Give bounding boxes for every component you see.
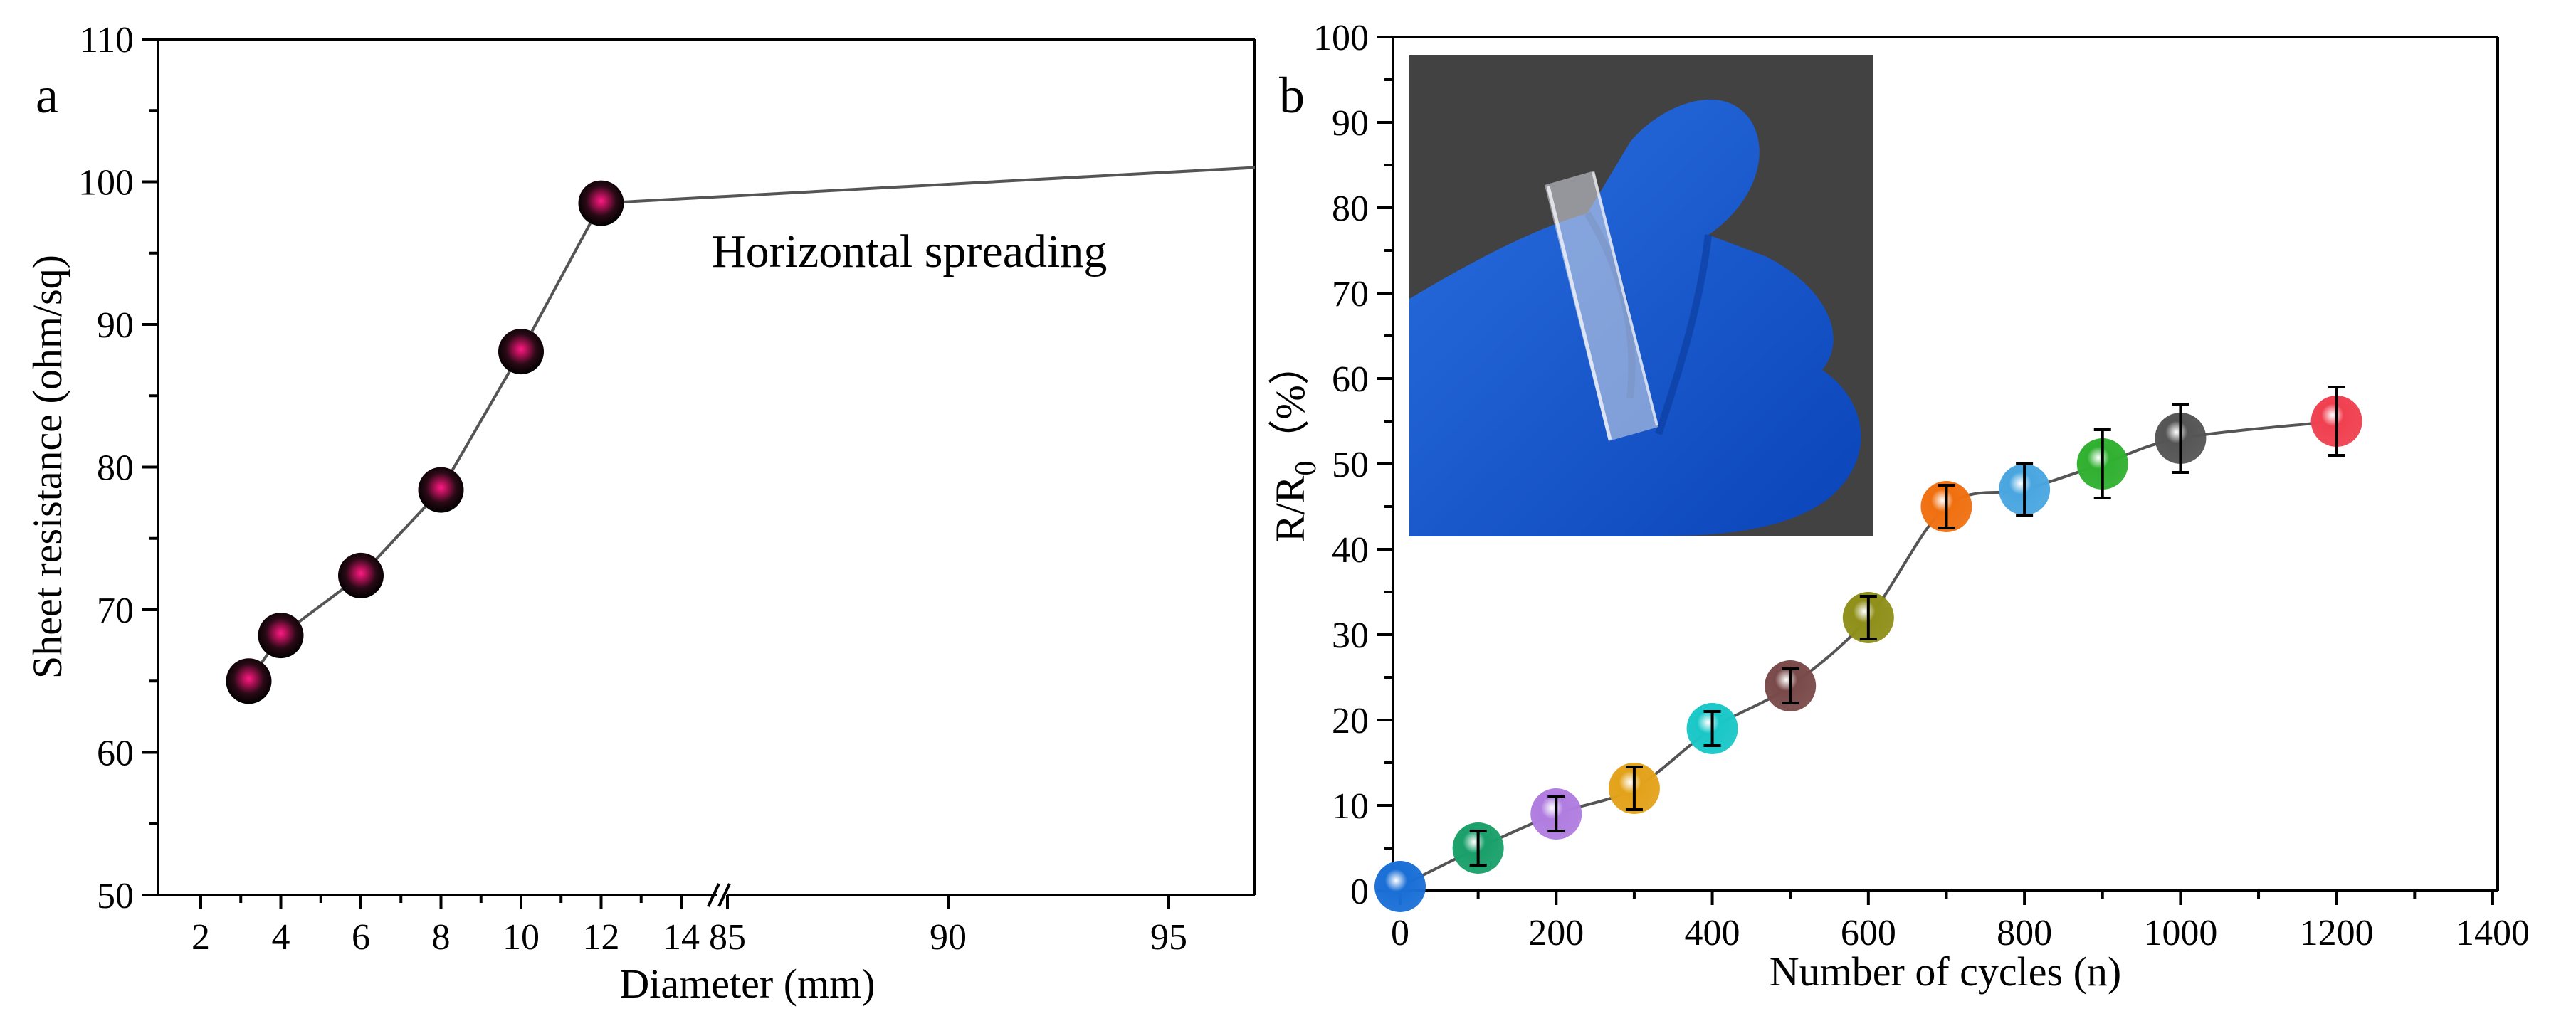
panel-b-y-label-main: R/R <box>1267 475 1313 542</box>
x-tick-label: 95 <box>1150 917 1187 958</box>
panel-a-line <box>247 202 603 682</box>
panel-b-label: b <box>1279 67 1305 124</box>
panel-b: b 0 10 20 30 40 50 60 70 80 90 100 0 200 400 600 800 10… <box>1267 18 2530 995</box>
glove-shape <box>1409 99 1861 537</box>
x-tick-label: 1000 <box>2143 913 2217 953</box>
axis-break-mark <box>707 883 720 907</box>
panel-b-y-label-unit: （%） <box>1267 344 1313 460</box>
y-tick-label: 40 <box>1332 530 1369 571</box>
y-tick-label: 80 <box>97 448 134 489</box>
y-tick-label: 0 <box>1350 872 1369 912</box>
x-tick-label: 0 <box>1391 913 1409 953</box>
y-tick-label: 100 <box>78 163 134 203</box>
x-tick-label: 200 <box>1528 913 1584 953</box>
x-tick-label: 12 <box>583 917 620 958</box>
annotation-horizontal-spreading: Horizontal spreading <box>712 226 1107 277</box>
y-tick-label: 20 <box>1332 701 1369 741</box>
x-tick-label: 400 <box>1685 913 1740 953</box>
y-tick-label: 70 <box>97 591 134 631</box>
transparent-film <box>1545 171 1658 441</box>
horizontal-spreading-line <box>601 166 1256 205</box>
y-tick-label: 60 <box>97 734 134 774</box>
panel-b-x-label: Number of cycles (n) <box>1770 948 2121 995</box>
data-point <box>418 467 464 513</box>
y-tick-label: 110 <box>80 20 134 60</box>
x-tick-label: 600 <box>1841 913 1896 953</box>
x-tick-label: 800 <box>1997 913 2052 953</box>
y-tick-label: 80 <box>1332 189 1369 229</box>
panel-a-y-label: Sheet resistance (ohm/sq) <box>24 255 70 679</box>
x-tick-label: 1400 <box>2456 913 2530 953</box>
data-point <box>1374 861 1426 912</box>
x-tick-label: 4 <box>272 917 290 958</box>
panel-a-label: a <box>36 67 58 124</box>
data-point <box>498 329 544 375</box>
data-point <box>258 613 304 659</box>
y-tick-label: 60 <box>1332 359 1369 400</box>
panel-a: a 50 60 70 80 90 100 110 2 4 6 8 10 12 14 85 90 95 Hori… <box>24 20 1256 1007</box>
data-point <box>226 658 272 704</box>
panel-b-y-label-sub: 0 <box>1290 461 1323 476</box>
panel-b-y-label: R/R0（%） <box>1267 344 1323 542</box>
y-tick-label: 50 <box>1332 445 1369 485</box>
panel-a-x-label: Diameter (mm) <box>619 961 875 1007</box>
x-tick-label: 1200 <box>2300 913 2374 953</box>
y-tick-label: 50 <box>97 876 134 916</box>
data-point <box>338 552 384 598</box>
y-tick-label: 10 <box>1332 786 1369 827</box>
axis-break-mark <box>717 883 731 907</box>
x-tick-label: 8 <box>432 917 451 958</box>
data-point <box>578 180 624 226</box>
y-tick-label: 90 <box>97 305 134 346</box>
y-tick-label: 90 <box>1332 103 1369 144</box>
x-tick-label: 85 <box>709 917 746 958</box>
x-tick-label: 6 <box>352 917 370 958</box>
x-tick-label: 90 <box>930 917 967 958</box>
x-tick-label: 14 <box>663 917 700 958</box>
x-tick-label: 10 <box>503 917 540 958</box>
inset-photo <box>1409 55 1873 537</box>
y-tick-label: 100 <box>1313 18 1369 58</box>
y-tick-label: 70 <box>1332 274 1369 314</box>
y-tick-label: 30 <box>1332 615 1369 656</box>
svg-text:R/R0（%）: R/R0（%） <box>1267 344 1323 542</box>
x-tick-label: 2 <box>191 917 210 958</box>
